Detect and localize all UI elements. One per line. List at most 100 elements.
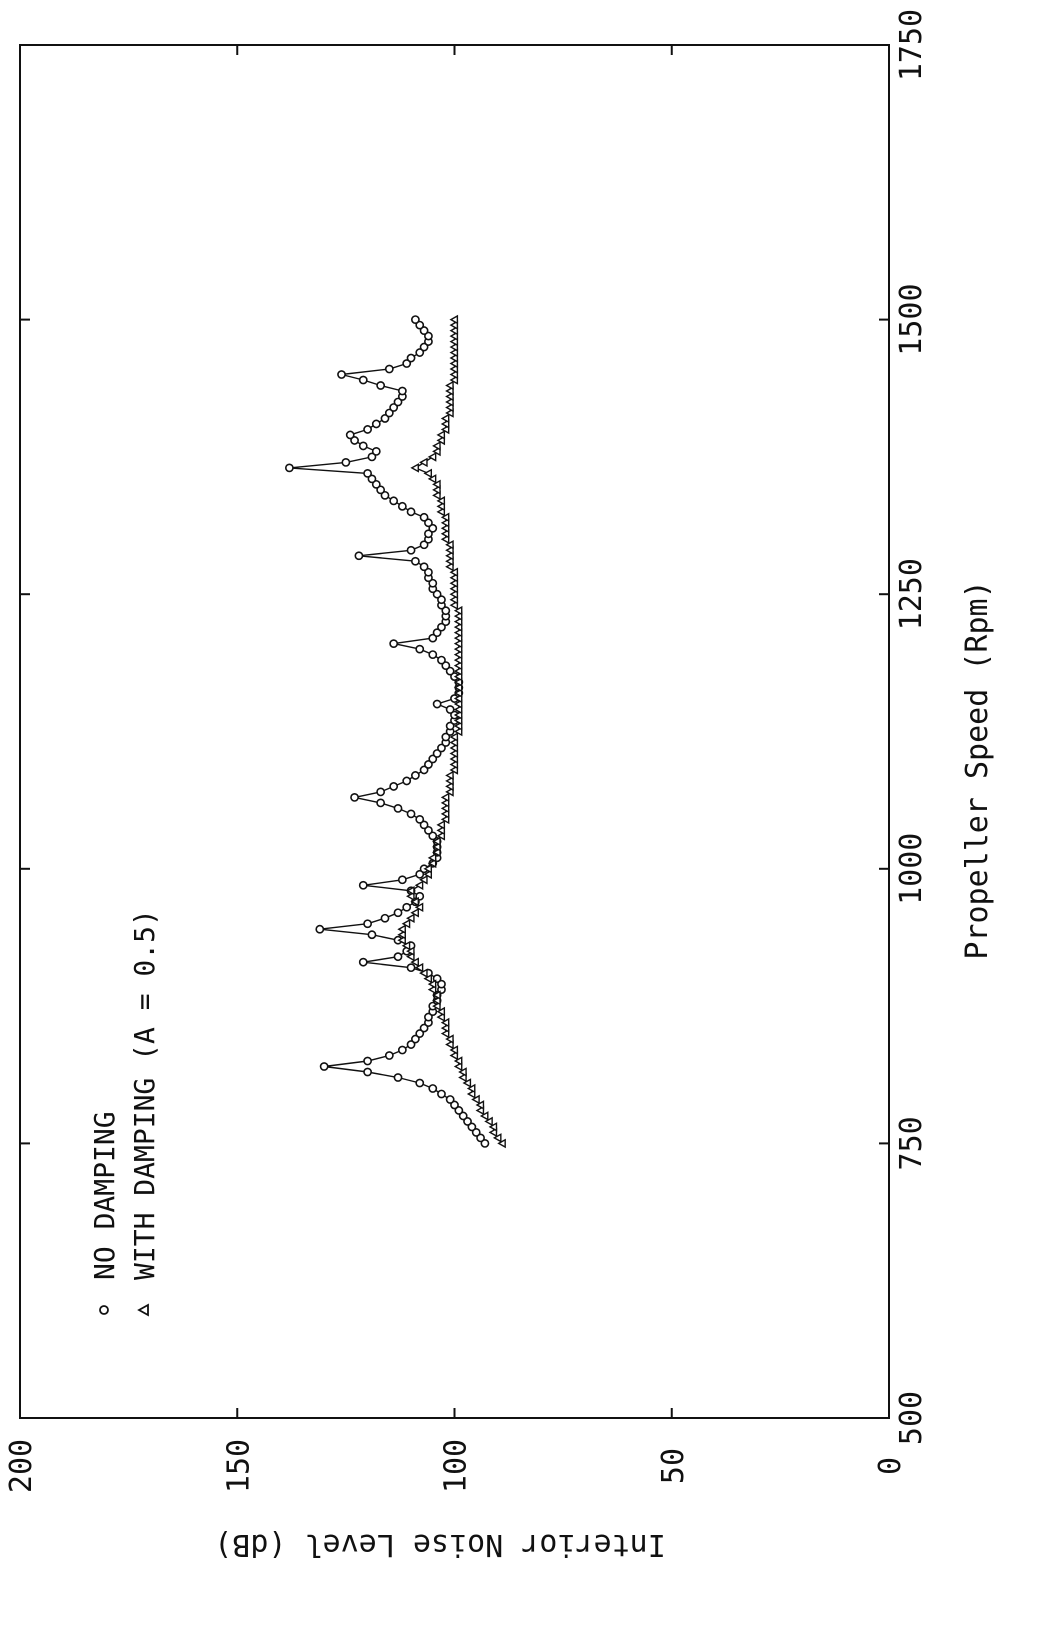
data-point-circle (432, 628, 442, 638)
data-point-triangle (414, 962, 424, 973)
data-point-circle (419, 820, 429, 830)
data-point-triangle (453, 710, 463, 720)
data-point-triangle (445, 397, 454, 407)
data-point-triangle (449, 754, 459, 764)
data-point-triangle (449, 765, 459, 775)
data-point-triangle (449, 325, 459, 336)
data-point-triangle (440, 1017, 450, 1028)
data-point-circle (424, 1012, 433, 1022)
data-point-triangle (436, 430, 446, 440)
data-point-circle (419, 342, 429, 352)
x-axis-label: Propeller Speed (Rpm) (960, 580, 995, 959)
data-point-triangle (427, 984, 437, 995)
data-point-triangle (440, 814, 450, 825)
data-point-triangle (427, 979, 437, 989)
data-point-triangle (453, 1056, 463, 1066)
data-point-triangle (410, 463, 419, 473)
data-point-triangle (449, 358, 459, 369)
data-point-triangle (453, 671, 463, 682)
data-point-circle (363, 1056, 372, 1066)
data-point-triangle (436, 496, 446, 506)
data-point-triangle (449, 364, 459, 374)
data-point-circle (358, 957, 368, 967)
y-tick-label: 200 (4, 1439, 39, 1493)
data-point-triangle (449, 583, 459, 594)
data-point-triangle (445, 545, 454, 556)
data-point-triangle (436, 1012, 446, 1022)
data-point-triangle (432, 441, 441, 451)
data-point-triangle (449, 589, 459, 599)
data-point-circle (428, 633, 438, 643)
data-point-circle (410, 556, 420, 566)
data-point-triangle (440, 518, 450, 528)
data-point-circle (380, 490, 390, 500)
data-point-triangle (419, 874, 428, 885)
data-point-circle (367, 452, 377, 462)
data-point-circle (389, 782, 399, 791)
data-point-circle (397, 875, 407, 885)
data-point-triangle (453, 682, 463, 693)
data-point-triangle (458, 1072, 467, 1083)
data-point-triangle (423, 973, 433, 984)
data-point-triangle (414, 902, 424, 913)
y-tick-label: 150 (221, 1439, 256, 1493)
data-point-triangle (449, 375, 459, 385)
data-point-triangle (453, 677, 463, 687)
data-point-triangle (432, 847, 441, 858)
data-point-triangle (453, 633, 463, 643)
data-point-circle (341, 457, 351, 467)
data-point-triangle (440, 413, 450, 424)
data-point-triangle (475, 1105, 485, 1116)
data-point-circle (376, 798, 386, 808)
data-point-triangle (453, 721, 463, 731)
data-point-triangle (436, 435, 446, 446)
data-point-circle (371, 479, 381, 489)
data-point-triangle (440, 419, 450, 429)
data-point-triangle (440, 512, 450, 523)
data-point-triangle (449, 578, 459, 589)
data-point-triangle (453, 699, 463, 709)
data-point-triangle (414, 880, 424, 891)
data-point-circle (393, 952, 403, 962)
data-point-circle (441, 661, 451, 670)
data-point-triangle (449, 748, 459, 759)
data-point-triangle (497, 1138, 506, 1149)
data-point-circle (284, 463, 294, 473)
y-tick-label: 100 (439, 1439, 474, 1493)
data-point-triangle (449, 314, 459, 325)
data-point-triangle (427, 853, 437, 863)
data-point-circle (410, 315, 420, 324)
data-point-triangle (449, 336, 459, 347)
data-point-circle (419, 540, 429, 550)
data-point-circle (441, 732, 451, 742)
data-point-circle (402, 776, 412, 786)
data-point-triangle (449, 353, 459, 363)
data-point-triangle (436, 501, 446, 512)
data-point-triangle (453, 715, 463, 726)
data-point-circle (406, 1040, 416, 1049)
data-point-circle (437, 595, 446, 605)
data-point-triangle (401, 940, 411, 951)
data-point-circle (458, 1111, 468, 1121)
data-point-triangle (488, 1127, 498, 1138)
data-point-triangle (410, 896, 419, 907)
data-point-circle (350, 793, 359, 802)
data-point-circle (363, 919, 372, 929)
data-point-circle (354, 551, 364, 561)
data-point-circle (428, 578, 438, 588)
data-point-triangle (406, 885, 415, 896)
series-1 (397, 314, 506, 1149)
data-point-circle (419, 1023, 429, 1033)
x-tick-label: 1500 (894, 283, 929, 355)
data-point-triangle (484, 1116, 493, 1127)
data-point-triangle (453, 688, 463, 698)
data-point-triangle (440, 534, 450, 545)
data-point-triangle (401, 918, 411, 929)
data-point-triangle (479, 1111, 489, 1121)
data-point-circle (415, 348, 425, 357)
data-point-circle (471, 1128, 481, 1137)
data-point-circle (480, 1139, 490, 1148)
data-point-triangle (449, 1050, 459, 1061)
data-point-triangle (492, 1133, 502, 1143)
data-point-triangle (453, 726, 463, 737)
